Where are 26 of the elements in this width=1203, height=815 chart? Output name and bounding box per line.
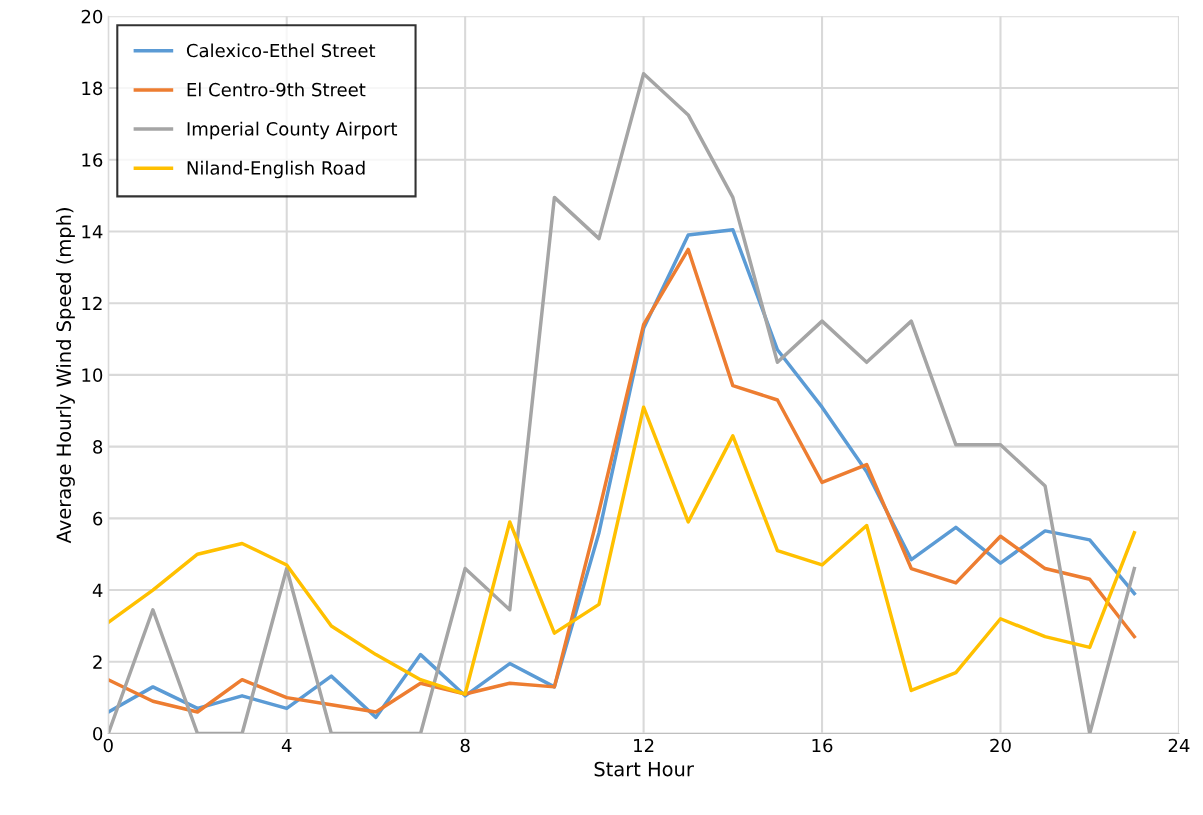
y-tick-label: 0 — [93, 726, 103, 741]
y-tick-label: 20 — [81, 9, 103, 24]
x-tick-label: 8 — [460, 738, 470, 753]
legend-label: Niland-English Road — [187, 160, 365, 179]
y-axis-title: Average Hourly Wind Speed (mph) — [56, 208, 75, 544]
y-tick-label: 8 — [93, 440, 103, 454]
x-tick-label: 4 — [281, 738, 292, 753]
legend-label: Calexico-Ethel Street — [186, 43, 376, 58]
x-tick-label: 0 — [103, 738, 113, 753]
y-tick-label: 4 — [92, 583, 103, 597]
line-series — [108, 405, 1137, 696]
x-tick-label: 16 — [812, 738, 833, 753]
x-tick-label: 24 — [1168, 738, 1190, 753]
y-tick-label: 6 — [93, 511, 103, 526]
y-tick-label: 14 — [82, 225, 103, 239]
y-tick-label: 12 — [82, 296, 102, 311]
y-tick-label: 10 — [82, 368, 103, 383]
line-series — [108, 71, 1137, 734]
y-tick-label: 18 — [82, 81, 103, 96]
legend-label: Imperial County Airport — [187, 121, 398, 140]
x-tick-label: 12 — [634, 738, 654, 753]
legend-label: El Centro-9th Street — [187, 82, 366, 97]
y-tick-label: 2 — [93, 655, 102, 669]
x-axis-title: Start Hour — [594, 761, 694, 777]
x-tick-label: 20 — [990, 738, 1011, 753]
y-tick-label: 16 — [82, 153, 103, 167]
